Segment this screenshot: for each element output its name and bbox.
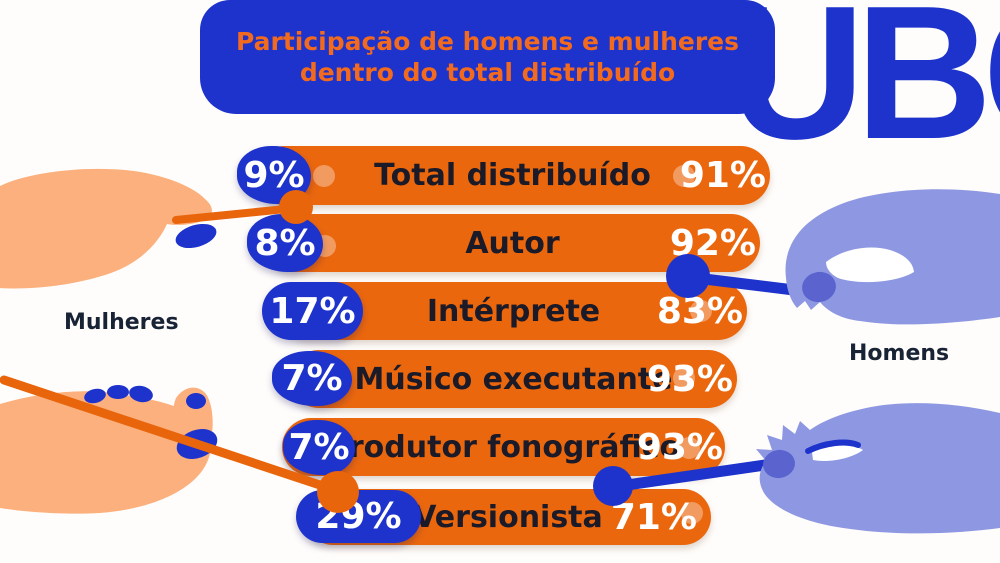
dark-nail xyxy=(802,271,836,303)
title-box: Participação de homens e mulheres dentro… xyxy=(200,0,775,114)
bar-row-autor: Autor 8% 92% xyxy=(247,214,760,272)
dark-nail xyxy=(763,449,795,479)
title-line-1: Participação de homens e mulheres xyxy=(235,27,739,56)
blue-nail xyxy=(176,429,218,459)
accent-dot xyxy=(313,165,335,187)
man-hand-bottom xyxy=(756,403,1000,534)
blue-nail xyxy=(84,388,106,404)
bar-row-musico-executante: Músico executante 7% 93% xyxy=(272,350,737,408)
accent-dot xyxy=(681,502,703,524)
men-percent: 71% xyxy=(610,496,697,538)
bar-row-total-distribuido: Total distribuído 9% 91% xyxy=(237,146,770,205)
women-share-blob: 17% xyxy=(262,282,363,340)
accent-dot xyxy=(678,437,700,459)
men-percent: 93% xyxy=(636,426,723,468)
men-percent: 92% xyxy=(669,222,756,264)
women-percent: 29% xyxy=(315,496,402,537)
accent-dot xyxy=(673,165,695,187)
women-percent: 9% xyxy=(243,154,305,196)
category-label: Versionista xyxy=(413,499,603,535)
women-share-blob: 8% xyxy=(247,214,323,272)
category-label: Total distribuído xyxy=(374,158,651,193)
category-label: Músico executante xyxy=(354,361,673,397)
women-percent: 8% xyxy=(254,222,316,264)
women-share-blob: 29% xyxy=(296,490,421,543)
chart-title: Participação de homens e mulheres dentro… xyxy=(236,26,739,88)
blue-nail xyxy=(186,393,206,409)
bar-row-versionista: Versionista 29% 71% xyxy=(296,489,711,545)
bar-row-interprete: Intérprete 17% 83% xyxy=(262,282,747,340)
ubc-logo: UBC xyxy=(728,0,1000,179)
women-percent: 7% xyxy=(288,427,350,468)
women-percent: 7% xyxy=(281,358,343,399)
blue-nail xyxy=(129,385,153,403)
legend-women: Mulheres xyxy=(64,310,179,335)
bar-row-produtor-fonografico: Produtor fonográfico 7% 93% xyxy=(282,418,725,476)
category-label: Intérprete xyxy=(426,293,601,329)
blue-nail xyxy=(107,385,129,399)
legend-men: Homens xyxy=(849,341,950,366)
woman-hand-top xyxy=(0,168,217,289)
title-line-2: dentro do total distribuído xyxy=(299,58,676,87)
category-label: Autor xyxy=(465,225,560,261)
blue-nail xyxy=(175,223,217,249)
men-percent: 93% xyxy=(646,358,733,400)
men-percent: 83% xyxy=(656,290,743,332)
man-hand-top xyxy=(785,189,1000,325)
bar-men-share xyxy=(290,350,737,408)
women-share-blob: 9% xyxy=(237,146,311,204)
accent-dot xyxy=(673,367,695,389)
accent-dot xyxy=(690,300,712,322)
men-percent: 91% xyxy=(679,155,766,196)
women-share-blob: 7% xyxy=(283,420,355,475)
women-share-blob: 7% xyxy=(272,351,352,406)
women-percent: 17% xyxy=(269,290,356,332)
woman-hand-bottom xyxy=(0,385,218,514)
